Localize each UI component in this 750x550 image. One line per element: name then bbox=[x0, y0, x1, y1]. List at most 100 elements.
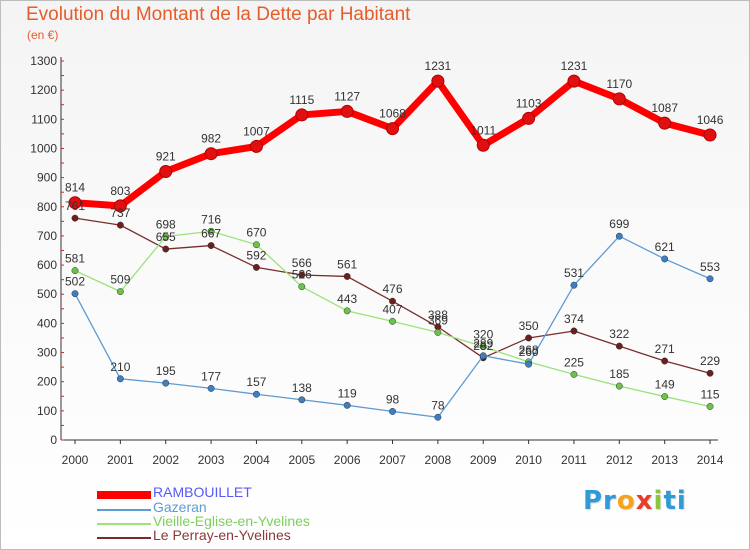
data-label: 509 bbox=[110, 273, 130, 287]
data-point bbox=[706, 403, 714, 410]
data-label: 761 bbox=[65, 199, 85, 213]
data-label: 1011 bbox=[470, 123, 496, 137]
data-label: 185 bbox=[609, 367, 629, 381]
data-point bbox=[68, 196, 82, 210]
data-point bbox=[159, 164, 173, 178]
x-tick-label: 2013 bbox=[651, 453, 678, 467]
data-point bbox=[615, 232, 623, 240]
proxiti-logo: Proxiti bbox=[583, 486, 687, 516]
data-point bbox=[431, 74, 445, 88]
legend-swatch bbox=[97, 523, 151, 525]
x-tick-label: 2004 bbox=[243, 453, 270, 467]
data-label: 1046 bbox=[697, 113, 724, 127]
data-point bbox=[386, 122, 400, 136]
y-tick-label: 800 bbox=[37, 200, 57, 214]
y-tick-label: 900 bbox=[37, 171, 57, 185]
data-point bbox=[71, 267, 79, 275]
data-label: 271 bbox=[655, 342, 675, 356]
data-label: 260 bbox=[519, 345, 539, 359]
data-label: 374 bbox=[564, 312, 584, 326]
data-label: 699 bbox=[609, 217, 629, 231]
data-point bbox=[570, 370, 578, 378]
data-label: 698 bbox=[156, 218, 176, 232]
data-label: 322 bbox=[609, 327, 629, 341]
y-tick-label: 1100 bbox=[31, 112, 57, 126]
legend-label: Gazeran bbox=[153, 499, 207, 515]
data-label: 177 bbox=[201, 369, 221, 383]
logo-letter: ti bbox=[663, 486, 687, 516]
data-label: 1231 bbox=[425, 59, 452, 73]
x-tick-label: 2014 bbox=[697, 453, 724, 467]
data-label: 502 bbox=[65, 275, 85, 289]
data-label: 581 bbox=[65, 252, 85, 266]
x-tick-label: 2009 bbox=[470, 453, 497, 467]
y-tick-label: 1200 bbox=[30, 83, 57, 97]
legend-label: Vieille-Eglise-en-Yvelines bbox=[153, 513, 310, 529]
data-label: 138 bbox=[292, 381, 312, 395]
data-point bbox=[479, 343, 487, 351]
data-point bbox=[434, 328, 442, 336]
data-point bbox=[389, 407, 396, 415]
data-point bbox=[567, 74, 581, 88]
y-tick-label: 500 bbox=[37, 287, 57, 301]
data-point bbox=[343, 307, 351, 315]
data-point bbox=[389, 297, 396, 305]
data-label: 157 bbox=[246, 375, 266, 389]
data-point bbox=[113, 199, 127, 213]
data-point bbox=[434, 413, 442, 421]
data-point bbox=[207, 242, 215, 249]
x-tick-label: 2007 bbox=[379, 453, 406, 467]
data-point bbox=[703, 128, 717, 142]
data-label: 803 bbox=[110, 184, 130, 198]
data-label: 921 bbox=[156, 149, 176, 163]
data-label: 561 bbox=[337, 257, 357, 271]
legend-label: RAMBOUILLET bbox=[153, 484, 252, 500]
data-label: 553 bbox=[700, 260, 720, 274]
data-label: 1068 bbox=[379, 107, 406, 121]
data-point bbox=[295, 108, 309, 122]
data-point bbox=[298, 283, 306, 291]
data-label: 388 bbox=[428, 308, 448, 322]
y-tick-label: 0 bbox=[50, 433, 57, 447]
data-label: 476 bbox=[383, 282, 403, 296]
x-tick-label: 2011 bbox=[561, 453, 587, 467]
legend-swatch bbox=[97, 509, 151, 511]
data-point bbox=[207, 227, 215, 235]
data-label: 655 bbox=[156, 230, 176, 244]
data-label: 229 bbox=[700, 354, 720, 368]
data-point bbox=[162, 379, 170, 387]
x-tick-label: 2010 bbox=[515, 453, 542, 467]
data-label: 670 bbox=[246, 226, 266, 240]
data-label: 320 bbox=[473, 328, 493, 342]
data-label: 289 bbox=[473, 337, 493, 351]
data-label: 592 bbox=[246, 248, 266, 262]
data-label: 1007 bbox=[243, 124, 270, 138]
x-tick-label: 2008 bbox=[425, 453, 452, 467]
data-point bbox=[340, 104, 354, 118]
y-tick-label: 1300 bbox=[30, 54, 57, 68]
data-point bbox=[570, 281, 578, 289]
data-label: 814 bbox=[65, 181, 85, 195]
data-point bbox=[615, 342, 623, 350]
data-point bbox=[661, 393, 669, 401]
data-label: 526 bbox=[292, 268, 312, 282]
x-tick-label: 2002 bbox=[152, 453, 179, 467]
y-tick-label: 700 bbox=[37, 229, 57, 243]
data-point bbox=[252, 241, 260, 249]
data-point bbox=[658, 116, 672, 130]
logo-letter: o bbox=[616, 486, 636, 516]
data-label: 1170 bbox=[606, 77, 632, 91]
data-point bbox=[162, 245, 170, 253]
data-label: 716 bbox=[201, 212, 221, 226]
logo-letter: Pr bbox=[583, 486, 617, 516]
data-point bbox=[298, 396, 306, 404]
data-point bbox=[252, 263, 260, 271]
data-point bbox=[116, 375, 124, 383]
data-point bbox=[525, 334, 533, 342]
data-point bbox=[207, 384, 215, 392]
data-point bbox=[706, 369, 714, 377]
x-tick-label: 2000 bbox=[62, 453, 89, 467]
data-label: 531 bbox=[564, 266, 584, 280]
